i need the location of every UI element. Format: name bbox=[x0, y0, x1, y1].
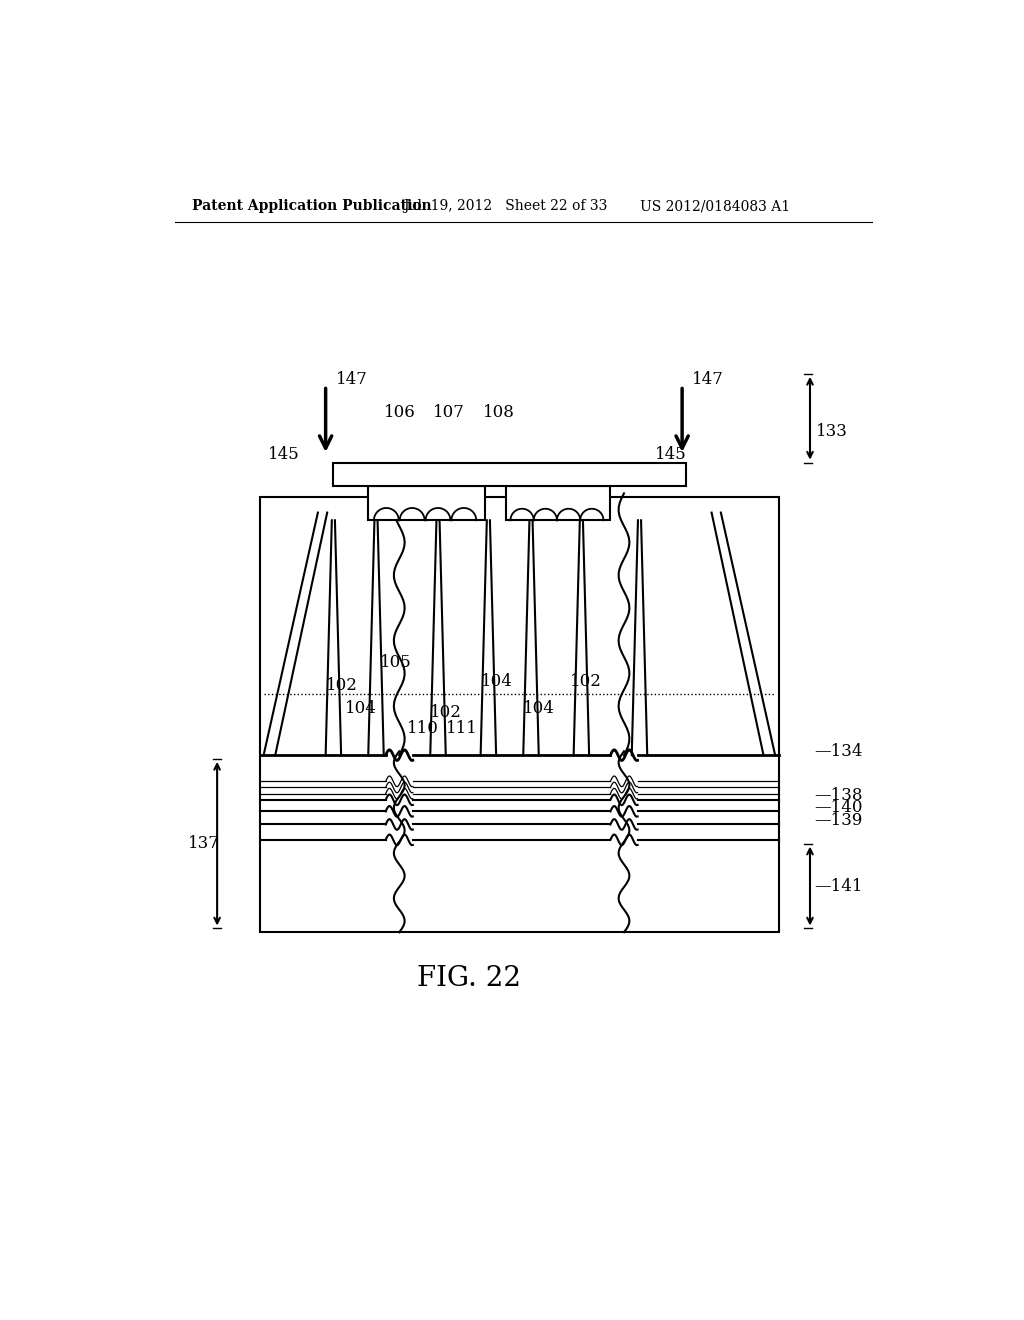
Text: 145: 145 bbox=[267, 446, 299, 463]
Text: 137: 137 bbox=[187, 836, 219, 853]
Text: 104: 104 bbox=[480, 673, 512, 690]
Bar bbox=[506, 486, 610, 520]
Text: 111: 111 bbox=[445, 719, 477, 737]
Text: 108: 108 bbox=[483, 404, 515, 421]
Text: 133: 133 bbox=[816, 424, 848, 441]
Text: 102: 102 bbox=[430, 705, 462, 721]
Text: Jul. 19, 2012   Sheet 22 of 33: Jul. 19, 2012 Sheet 22 of 33 bbox=[403, 199, 607, 213]
Text: —139: —139 bbox=[814, 812, 862, 829]
Bar bbox=[369, 486, 484, 520]
Text: 105: 105 bbox=[380, 655, 412, 672]
Text: 104: 104 bbox=[345, 701, 377, 718]
Text: —141: —141 bbox=[814, 878, 862, 895]
Text: Patent Application Publication: Patent Application Publication bbox=[193, 199, 432, 213]
Text: —138: —138 bbox=[814, 788, 862, 804]
Text: 147: 147 bbox=[336, 371, 368, 388]
Text: 147: 147 bbox=[692, 371, 724, 388]
Text: 145: 145 bbox=[655, 446, 687, 463]
Bar bbox=[334, 462, 686, 486]
Text: —140: —140 bbox=[814, 799, 862, 816]
Bar bbox=[260, 498, 779, 932]
Text: US 2012/0184083 A1: US 2012/0184083 A1 bbox=[640, 199, 790, 213]
Text: 107: 107 bbox=[432, 404, 465, 421]
Text: 102: 102 bbox=[326, 677, 357, 694]
Text: FIG. 22: FIG. 22 bbox=[417, 965, 521, 991]
Text: —134: —134 bbox=[814, 743, 862, 760]
Text: 110: 110 bbox=[407, 719, 439, 737]
Text: 106: 106 bbox=[384, 404, 416, 421]
Text: 102: 102 bbox=[569, 673, 602, 690]
Text: 104: 104 bbox=[523, 701, 555, 718]
